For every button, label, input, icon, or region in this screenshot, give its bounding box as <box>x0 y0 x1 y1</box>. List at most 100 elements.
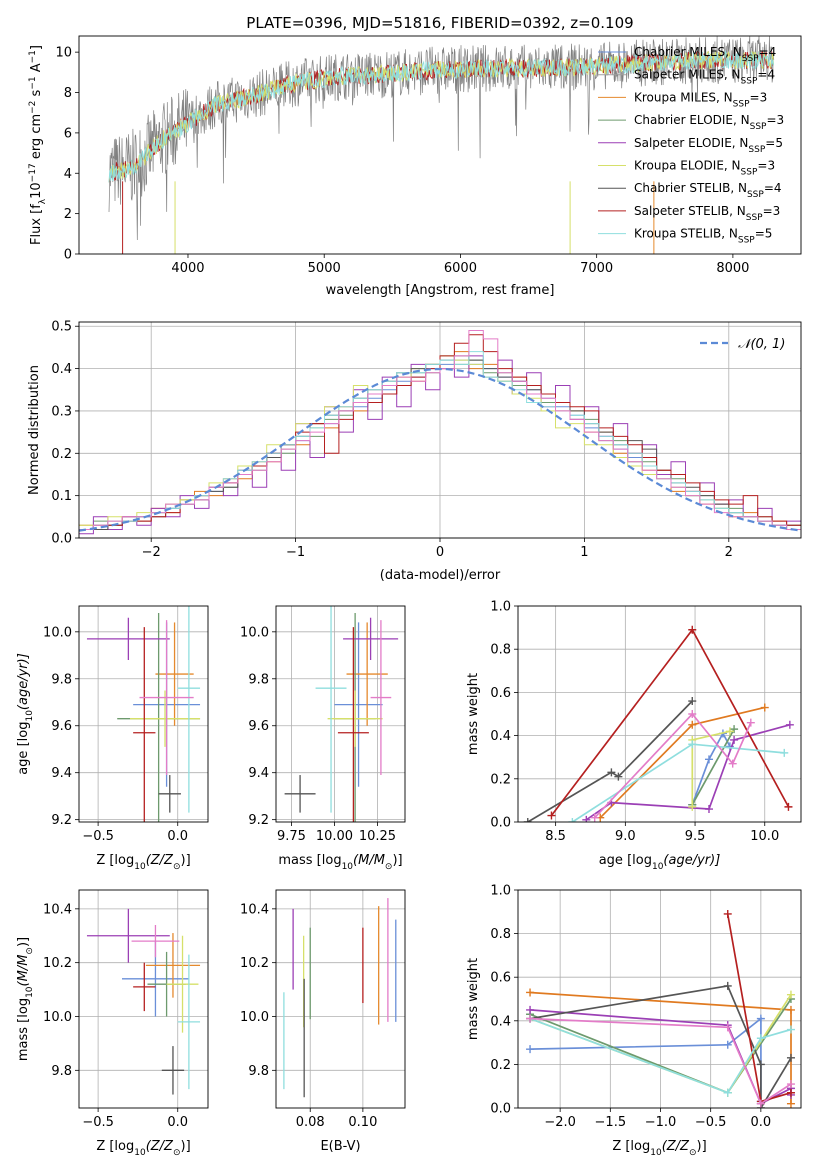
y-tick-label: 9.2 <box>51 813 72 828</box>
label-part: )] <box>392 853 402 868</box>
x-axis-label: E(B-V) <box>320 1139 360 1154</box>
label-part: Salpeter STELIB, N <box>634 204 746 218</box>
y-tick-label: 0.8 <box>490 927 511 942</box>
y-tick-label: 9.6 <box>51 719 72 734</box>
y-tick-label: 0.2 <box>490 772 511 787</box>
label-part: )] <box>16 937 31 947</box>
weight-marker <box>723 1023 732 1032</box>
axes-mass_vs_Z: −0.5 0.0 9.8 10.0 10.2 10.4 <box>43 889 209 1130</box>
weight-marker <box>725 727 734 736</box>
weight-line-8 <box>529 1017 792 1105</box>
x-tick-label: 0.0 <box>167 1115 188 1130</box>
label-part: SSP <box>738 236 755 246</box>
x-tick-label: 0.08 <box>296 1115 325 1130</box>
x-tick-label: 8.5 <box>545 829 566 844</box>
legend-entry: Salpeter ELODIE, NSSP=5 <box>634 136 783 155</box>
y-tick-label: 0.0 <box>490 1102 511 1117</box>
y-tick-label: 0.4 <box>51 362 72 377</box>
x-tick-label: −2.0 <box>544 1115 576 1130</box>
weight-marker <box>688 710 697 718</box>
weight-marker <box>756 1034 765 1043</box>
label-part: 10 <box>134 862 146 872</box>
label-part: Salpeter ELODIE, N <box>634 136 748 150</box>
chart-title: PLATE=0396, MJD=51816, FIBERID=0392, z=0… <box>246 14 633 32</box>
label-part: =3 <box>750 90 768 104</box>
y-tick-label: 1.0 <box>490 600 511 615</box>
y-axis-label: age [log10(age/yr)] <box>16 653 35 775</box>
x-axis-label: age [log10(age/yr)] <box>599 853 721 872</box>
label-part: ⊙ <box>173 1148 181 1158</box>
y-axis-label: Flux [fλ10−17 erg cm−2 s−1 A−1] <box>28 45 48 245</box>
label-part: Z [log <box>96 853 134 868</box>
label-part: SSP <box>742 54 759 64</box>
weight-marker <box>590 813 599 822</box>
weight-line-5 <box>527 700 693 822</box>
label-part: 10 <box>650 1148 662 1158</box>
x-axis-label: wavelength [Angstrom, rest frame] <box>326 283 555 298</box>
weight-marker <box>730 735 739 744</box>
legend-entry: Salpeter MILES, NSSP=4 <box>634 68 775 87</box>
y-axis-label: mass weight <box>466 958 481 1040</box>
axes-frame <box>78 35 802 255</box>
label-part: )] <box>181 1139 191 1154</box>
weight-line-8 <box>594 712 752 819</box>
x-tick-label: 10.00 <box>316 829 353 844</box>
label-part: (Z/Z <box>146 853 174 868</box>
weight-marker <box>785 720 794 729</box>
y-tick-label: 9.4 <box>248 766 269 781</box>
legend-entry: Kroupa STELIB, NSSP=5 <box>634 227 772 246</box>
weight-marker <box>526 988 535 997</box>
weight-marker <box>526 1045 535 1054</box>
x-tick-label: 6000 <box>444 261 477 276</box>
x-tick-label: 0.0 <box>167 829 188 844</box>
axes-mw_vs_Z: −2.0 −1.5 −1.0 −0.5 0.0 0.0 0.2 0.4 0.6 0.8 1.0 <box>490 884 802 1130</box>
y-tick-label: 0.2 <box>490 1058 511 1073</box>
y-tick-label: 0.0 <box>490 816 511 831</box>
weight-marker <box>526 1005 535 1014</box>
weight-marker <box>688 720 697 729</box>
axes-frame <box>517 889 802 1109</box>
x-tick-label: 0.0 <box>751 1115 772 1130</box>
label-part: =5 <box>765 136 783 150</box>
y-tick-label: 10.0 <box>43 1010 72 1025</box>
y-tick-label: 0.1 <box>51 489 72 504</box>
x-tick-label: −0.5 <box>82 1115 114 1130</box>
x-tick-label: 10.0 <box>750 829 779 844</box>
y-tick-label: 0.0 <box>51 532 72 547</box>
label-part: ] <box>29 45 44 50</box>
label-part: (M/M <box>16 955 31 987</box>
label-part: λ <box>38 198 48 204</box>
label-part: −1 <box>28 50 38 63</box>
y-tick-label: 6 <box>64 126 72 141</box>
weight-marker <box>786 1025 795 1034</box>
axes-residuals: −2 −1 0 1 2 0.0 0.1 0.2 0.3 0.4 0.5 <box>51 320 802 560</box>
x-axis-label: Z [log10(Z/Z⊙)] <box>96 853 190 872</box>
weight-marker <box>568 818 577 822</box>
weight-marker <box>526 1014 535 1023</box>
y-tick-label: 0.4 <box>490 729 511 744</box>
label-part: A <box>29 63 44 76</box>
weight-marker <box>723 981 732 990</box>
y-tick-label: 0 <box>64 248 72 263</box>
y-tick-label: 9.6 <box>248 719 269 734</box>
legend-entry: Chabrier MILES, NSSP=4 <box>634 45 776 64</box>
spectrum-model-line <box>108 49 774 183</box>
weight-marker <box>582 815 591 822</box>
y-tick-label: 0.3 <box>51 404 72 419</box>
x-tick-label: −1.0 <box>645 1115 677 1130</box>
plot-area-mw_vs_age <box>523 625 794 822</box>
label-part: =5 <box>755 227 773 241</box>
label-part: ⊙ <box>689 1148 697 1158</box>
label-part: ⊙ <box>385 862 393 872</box>
x-tick-label: −0.5 <box>82 829 114 844</box>
label-part: SSP <box>741 168 758 178</box>
label-part: Kroupa STELIB, N <box>634 227 738 241</box>
label-part: =4 <box>764 181 782 195</box>
x-tick-label: 5000 <box>308 261 341 276</box>
label-part: SSP <box>750 122 767 132</box>
weight-marker <box>760 703 769 712</box>
weight-marker <box>723 909 732 918</box>
axes-frame <box>78 605 209 823</box>
label-part: ⊙ <box>173 862 181 872</box>
